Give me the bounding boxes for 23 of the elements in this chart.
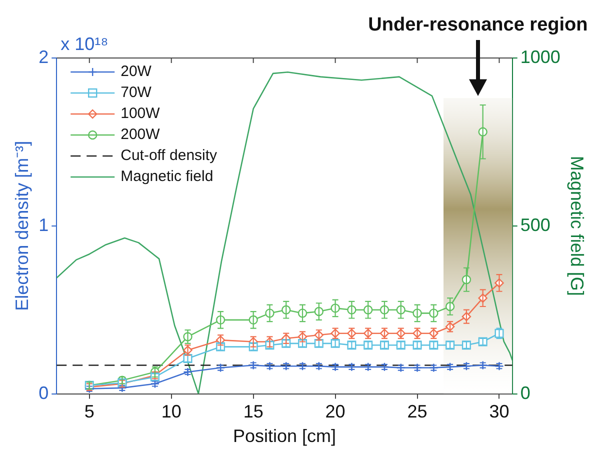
y-tick-label: 2 — [38, 46, 49, 67]
y-tick-label: 0 — [38, 382, 49, 403]
x-tick-label: 15 — [243, 402, 264, 422]
x-axis-title: Position [cm] — [232, 426, 336, 446]
legend-label: 200W — [120, 126, 161, 144]
x-tick-label: 20 — [325, 402, 346, 422]
y2-axis-title: Magnetic field [G] — [567, 156, 588, 296]
x-tick-label: 30 — [489, 402, 510, 422]
text: Under-resonance region — [368, 14, 588, 36]
x-tick-label: 5 — [84, 402, 94, 422]
y2-tick-label: 500 — [520, 214, 550, 235]
x-tick-label: 25 — [407, 402, 428, 422]
legend-label: Cut-off density — [120, 147, 218, 164]
y-axis-title: Electron density [m⁻³] — [12, 140, 32, 311]
y2-tick-label: 1000 — [520, 46, 560, 67]
x-tick-label: 10 — [161, 402, 182, 422]
legend-label: 20W — [120, 63, 152, 80]
legend-label: 100W — [120, 105, 161, 122]
text: x 10¹⁸ — [60, 34, 108, 54]
legend-label: 70W — [120, 84, 152, 102]
legend-label: Magnetic field — [120, 168, 214, 186]
y2-tick-label: 0 — [520, 382, 530, 403]
y-tick-label: 1 — [38, 214, 49, 235]
